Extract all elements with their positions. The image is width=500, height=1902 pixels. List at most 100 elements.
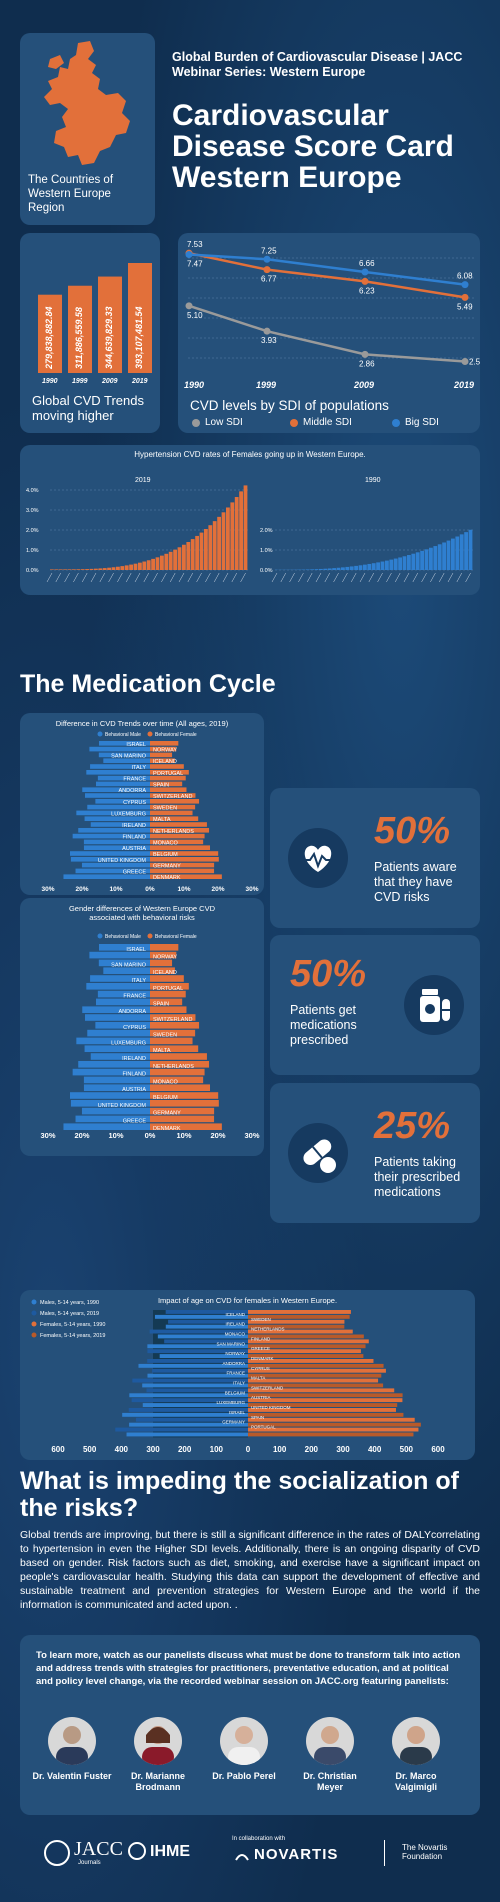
legend-swatch-female	[147, 731, 153, 737]
age-female-bar	[248, 1393, 403, 1398]
male-bar	[95, 1022, 150, 1029]
legend-swatch	[392, 418, 400, 427]
x-tick-mark	[64, 572, 70, 583]
jacc-sub: Journals	[78, 1860, 101, 1866]
hypertension-bar-2019	[234, 497, 239, 570]
age-female-bar	[248, 1403, 398, 1407]
female-bar	[150, 1045, 199, 1052]
trend-bar	[38, 294, 62, 373]
country-label-left: FINLAND	[122, 1072, 146, 1078]
trend-bar-label: 279,838,882.84	[44, 306, 54, 370]
hypertension-bar-2019	[221, 512, 226, 570]
age-male-bar	[147, 1349, 248, 1354]
hypertension-bar-1990	[411, 553, 416, 570]
hypertension-bar-1990	[446, 540, 451, 570]
avatar	[134, 1717, 182, 1765]
hypertension-bar-1990	[402, 556, 407, 570]
age-male-bar	[165, 1310, 248, 1314]
impeding-title: What is impeding the socialization of th…	[20, 1467, 459, 1522]
country-label-right: NETHERLANDS	[153, 1064, 194, 1070]
legend-male-label: Behavioral Male	[105, 732, 141, 738]
age-female-bar	[248, 1398, 403, 1403]
age-female-bar	[248, 1432, 414, 1437]
hypertension-bar-2019	[243, 485, 248, 570]
x-tick-mark	[143, 572, 150, 583]
hypertension-bar-1990	[420, 550, 424, 570]
hypertension-left-year: 2019	[135, 477, 151, 484]
axis-tick-label: 20%	[211, 886, 224, 893]
age-male-bar	[129, 1422, 248, 1427]
age-female-bar	[248, 1422, 421, 1427]
female-bar	[150, 959, 173, 967]
age-female-bar	[248, 1349, 361, 1354]
x-tick-mark	[213, 572, 220, 583]
hypertension-bar-1990	[424, 549, 429, 570]
age-axis-label: 0	[246, 1445, 251, 1454]
age-country-left: MONACO	[225, 1332, 246, 1337]
male-bar	[70, 1100, 150, 1107]
sdi-value-label: 6.08	[457, 272, 473, 281]
map-caption: The Countries of Western Europe Region	[28, 174, 114, 214]
hypertension-bar-2019	[67, 569, 72, 570]
country-label-left: ISRAEL	[126, 947, 146, 953]
sdi-value-label: 2.86	[359, 359, 375, 368]
age-male-bar	[165, 1324, 248, 1329]
country-label-left: ITALY	[132, 978, 147, 984]
hypertension-bar-2019	[50, 569, 54, 570]
sdi-value-label: 6.66	[359, 259, 375, 268]
sdi-year-label: 1990	[184, 380, 204, 390]
x-tick-mark	[447, 572, 454, 583]
male-bar	[103, 758, 150, 763]
sdi-point	[361, 268, 369, 276]
hypertension-bar-2019	[63, 569, 67, 570]
x-tick-mark	[368, 572, 375, 583]
panelist-brodmann: Dr. Marianne Brodmann	[118, 1717, 198, 1793]
female-bar	[150, 741, 179, 746]
hypertension-bar-2019	[151, 558, 155, 570]
sdi-card: 5.10 3.93 2.86 2.53 7.53 6.77 6.23 5.49 7.47 7.25…	[178, 233, 480, 433]
age-male-bar	[129, 1393, 248, 1398]
x-tick-mark	[152, 572, 158, 583]
age-axis-label: 500	[83, 1445, 97, 1454]
male-bar	[76, 810, 150, 816]
country-label-right: NETHERLANDS	[153, 829, 194, 835]
country-label-right: SWEDEN	[153, 1033, 177, 1039]
country-label-right: NORWAY	[153, 748, 177, 754]
diff-trends-chart: Behavioral Male Behavioral Female ISRAEL SA…	[41, 731, 259, 893]
sdi-point	[185, 302, 193, 310]
hypertension-bar-2019	[80, 569, 85, 570]
age-country-right: PORTUGAL	[251, 1425, 276, 1430]
age-country-right: SPAIN	[251, 1415, 264, 1420]
sdi-point	[361, 350, 369, 358]
male-bar	[90, 1053, 150, 1060]
male-bar	[83, 1084, 150, 1091]
ihme-globe-icon	[128, 1842, 146, 1860]
legend-female-label: Behavioral Female	[155, 732, 197, 738]
sdi-line-chart: 5.10 3.93 2.86 2.53 7.53 6.77 6.23 5.49 7.47 7.25…	[184, 240, 480, 390]
hypertension-bar-1990	[433, 546, 438, 570]
legend-label: Low SDI	[205, 417, 243, 428]
age-country-left: SAN MARINO	[216, 1341, 245, 1346]
stat-text: Patients get medications prescribed	[290, 1003, 357, 1047]
hypertension-bar-2019	[89, 568, 94, 570]
country-label-left: IRELAND	[122, 1056, 146, 1062]
female-bar	[150, 1123, 222, 1130]
stat-card-aware: 50% Patients aware that they have CVD ri…	[270, 788, 480, 928]
age-male-bar	[154, 1314, 248, 1319]
stat-text: Patients aware that they have CVD risks	[374, 860, 457, 904]
hypertension-bar-2019	[116, 566, 120, 570]
sdi-value-label: 7.53	[187, 240, 203, 249]
avatar	[48, 1717, 96, 1765]
country-label-right: SWEDEN	[153, 806, 177, 812]
sdi-point	[263, 327, 271, 335]
country-label-left: CYPRUS	[123, 1025, 146, 1031]
sdi-value-label: 7.47	[187, 259, 203, 268]
age-axis-label: 400	[115, 1445, 129, 1454]
x-tick-mark	[271, 572, 278, 583]
country-label-right: MALTA	[153, 817, 171, 823]
male-bar	[78, 828, 150, 833]
x-tick-mark	[350, 572, 357, 583]
age-axis-label: 300	[336, 1445, 350, 1454]
sdi-point	[461, 293, 469, 301]
female-bar	[150, 967, 175, 974]
